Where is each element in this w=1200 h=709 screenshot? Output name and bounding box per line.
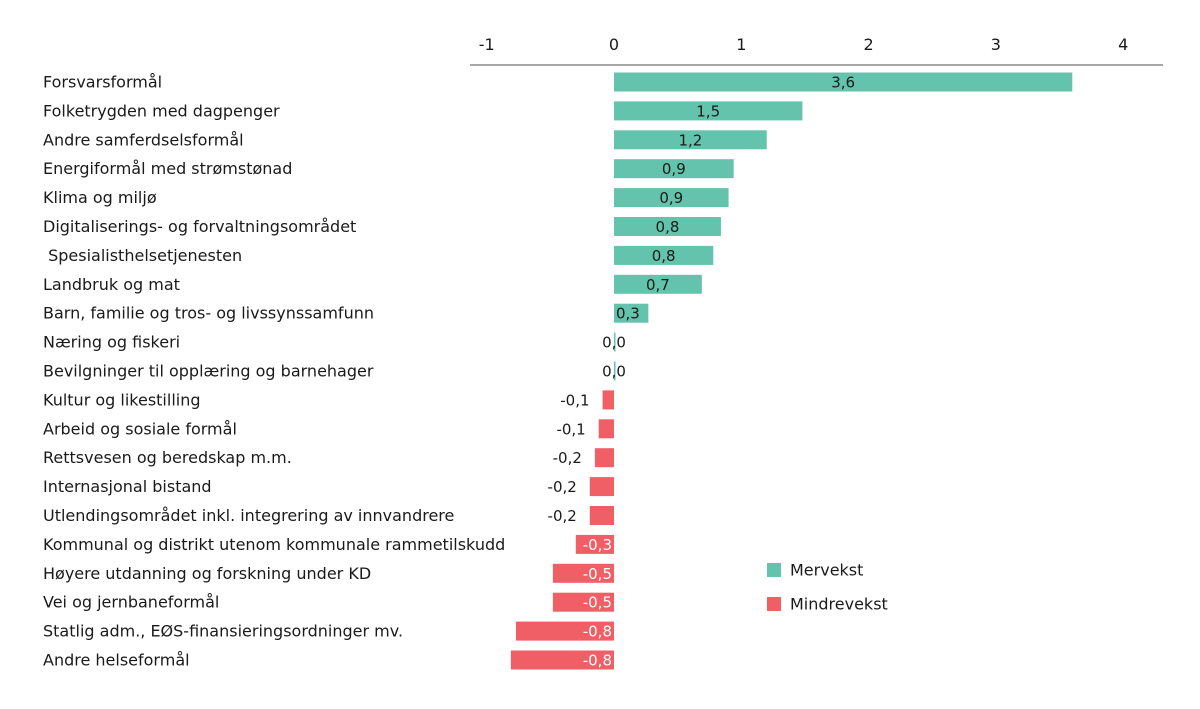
value-label: -0,2 <box>548 478 577 496</box>
category-label: Rettsvesen og beredskap m.m. <box>43 448 292 467</box>
value-label: 1,5 <box>696 102 720 120</box>
x-tick-label: 0 <box>609 35 619 54</box>
x-tick-label: 1 <box>736 35 746 54</box>
value-label: 3,6 <box>831 74 855 92</box>
x-tick-label: -1 <box>479 35 495 54</box>
category-label: Utlendingsområdet inkl. integrering av i… <box>43 506 454 525</box>
value-label: 0,0 <box>602 363 626 381</box>
category-label: Høyere utdanning og forskning under KD <box>43 564 371 583</box>
value-label: -0,5 <box>583 594 612 612</box>
value-label: -0,5 <box>583 565 612 583</box>
bar-mervekst <box>614 188 729 208</box>
bar-mervekst <box>614 217 721 236</box>
category-label: Andre samferdselsformål <box>43 130 244 149</box>
category-label: Barn, familie og tros- og livssynssamfun… <box>43 304 374 323</box>
x-tick-label: 2 <box>864 35 874 54</box>
category-label: Næring og fiskeri <box>43 333 180 352</box>
bar-mindrevekst <box>594 448 614 468</box>
category-label: Bevilgninger til opplæring og barnehager <box>43 362 374 381</box>
category-label: Klima og miljø <box>43 188 157 207</box>
value-label: -0,2 <box>553 449 582 467</box>
value-label: 0,0 <box>602 334 626 352</box>
bar-mindrevekst <box>598 419 614 439</box>
bar-mervekst <box>614 332 616 352</box>
x-tick-label: 4 <box>1118 35 1128 54</box>
bars <box>510 72 1073 670</box>
category-label: Arbeid og sosiale formål <box>43 419 237 438</box>
value-label: -0,2 <box>548 507 577 525</box>
bar-mervekst <box>614 130 767 150</box>
bar-mindrevekst <box>552 563 614 583</box>
value-label: 1,2 <box>678 131 702 149</box>
bar-mervekst <box>614 159 734 179</box>
category-label: Digitaliserings- og forvaltningsområdet <box>43 217 356 236</box>
category-label: Internasjonal bistand <box>43 477 212 496</box>
value-label: 0,9 <box>659 189 683 207</box>
category-label: Energiformål med strømstønad <box>43 159 292 178</box>
category-label: Vei og jernbaneformål <box>43 593 219 612</box>
value-label: 0,8 <box>652 247 676 265</box>
bar-mindrevekst <box>515 621 614 641</box>
x-tick-label: 3 <box>991 35 1001 54</box>
category-label: Forsvarsformål <box>43 73 162 92</box>
category-label: Spesialisthelsetjenesten <box>43 246 242 265</box>
legend-swatch <box>767 563 781 577</box>
value-label: 0,3 <box>616 305 640 323</box>
category-label: Statlig adm., EØS-finansieringsordninger… <box>43 622 403 641</box>
bar-mindrevekst <box>552 592 614 612</box>
value-labels: 3,6 1,5 1,2 0,9 0,9 0,8 0,8 0,7 0,3 0,0 0,0 -0,1 -0,… <box>548 74 856 670</box>
category-label: Kommunal og distrikt utenom kommunale ra… <box>43 535 505 554</box>
legend-label: Mervekst <box>790 561 863 580</box>
value-label: 0,9 <box>662 160 686 178</box>
legend-label: Mindrevekst <box>790 595 888 614</box>
bar-mindrevekst <box>589 506 614 525</box>
value-label: 0,8 <box>656 218 680 236</box>
legend-swatch <box>767 597 781 611</box>
bar-mervekst <box>614 245 714 265</box>
value-label: -0,3 <box>583 536 612 554</box>
x-axis-ticks: -1 0 1 2 3 4 <box>479 35 1129 54</box>
bar-mervekst <box>614 361 616 381</box>
value-label: -0,1 <box>560 391 589 409</box>
bar-mindrevekst <box>575 534 614 554</box>
category-labels: Forsvarsformål Folketrygden med dagpenger… <box>43 73 505 670</box>
bar-mindrevekst <box>510 650 614 670</box>
bar-mervekst <box>614 303 649 323</box>
category-label: Folketrygden med dagpenger <box>43 101 280 120</box>
value-label: 0,7 <box>646 276 670 294</box>
bar-mervekst <box>614 274 702 294</box>
value-label: -0,1 <box>556 420 585 438</box>
category-label: Landbruk og mat <box>43 275 180 294</box>
legend: Mervekst Mindrevekst <box>767 561 888 614</box>
value-label: -0,8 <box>583 623 612 641</box>
category-label: Andre helseformål <box>43 651 190 670</box>
bar-mindrevekst <box>589 477 614 497</box>
bar-mervekst <box>614 101 803 121</box>
bar-mindrevekst <box>602 390 614 410</box>
category-label: Kultur og likestilling <box>43 390 201 409</box>
value-label: -0,8 <box>583 652 612 670</box>
bar-mervekst <box>614 72 1073 92</box>
